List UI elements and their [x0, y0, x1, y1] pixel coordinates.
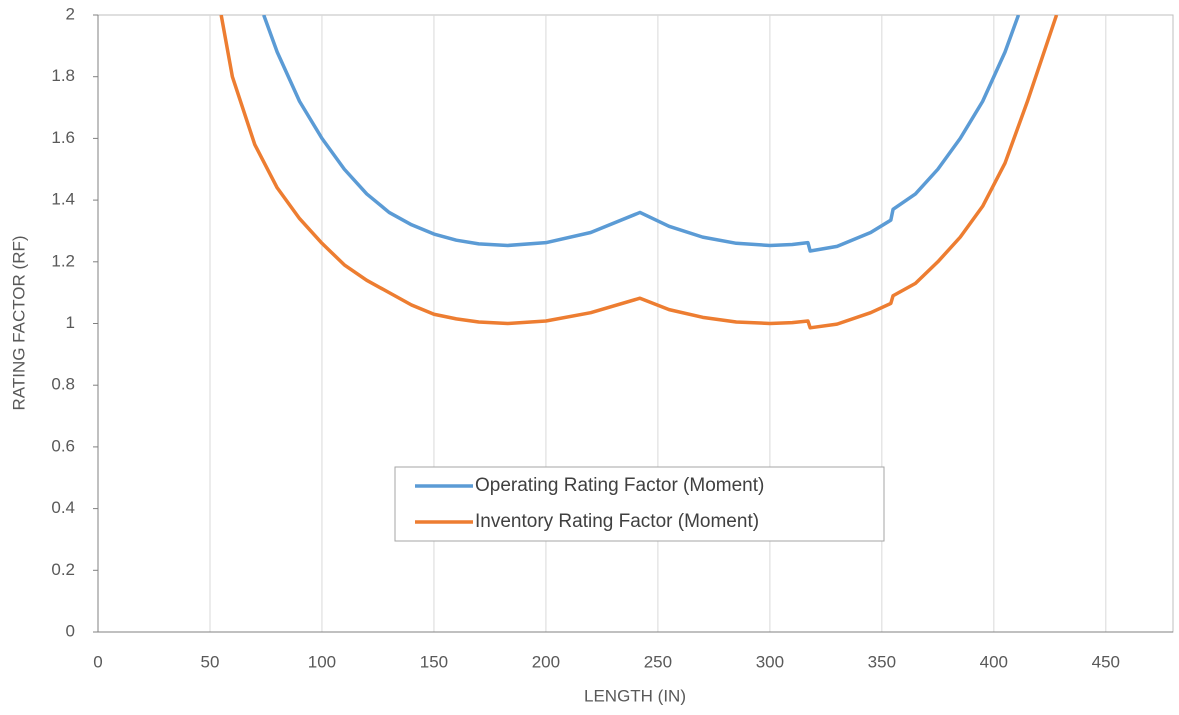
x-tick-label: 250 — [644, 652, 672, 671]
y-tick-label: 0 — [66, 621, 75, 640]
y-tick-label: 1 — [66, 313, 75, 332]
y-tick-label: 1.6 — [51, 128, 75, 147]
x-tick-label: 400 — [980, 652, 1008, 671]
x-tick-label: 150 — [420, 652, 448, 671]
y-tick-label: 1.2 — [51, 251, 75, 270]
y-tick-label: 0.6 — [51, 436, 75, 455]
legend-label: Operating Rating Factor (Moment) — [475, 475, 764, 496]
y-tick-label: 0.2 — [51, 560, 75, 579]
y-tick-label: 0.8 — [51, 375, 75, 394]
x-tick-label: 350 — [868, 652, 896, 671]
x-tick-label: 450 — [1092, 652, 1120, 671]
x-tick-label: 0 — [93, 652, 102, 671]
x-tick-label: 100 — [308, 652, 336, 671]
y-tick-label: 1.8 — [51, 66, 75, 85]
y-tick-label: 0.4 — [51, 498, 75, 517]
x-tick-label: 300 — [756, 652, 784, 671]
x-axis-title: LENGTH (IN) — [584, 686, 686, 705]
y-tick-label: 2 — [66, 4, 75, 23]
series-line — [262, 15, 1021, 253]
x-tick-label: 50 — [201, 652, 220, 671]
series-group — [219, 15, 1059, 330]
legend-box — [394, 466, 885, 542]
series-line — [219, 15, 1059, 330]
y-axis-title: RATING FACTOR (RF) — [9, 235, 28, 410]
x-tick-label: 200 — [532, 652, 560, 671]
legend-label: Inventory Rating Factor (Moment) — [475, 511, 759, 532]
y-tick-label: 1.4 — [51, 190, 75, 209]
